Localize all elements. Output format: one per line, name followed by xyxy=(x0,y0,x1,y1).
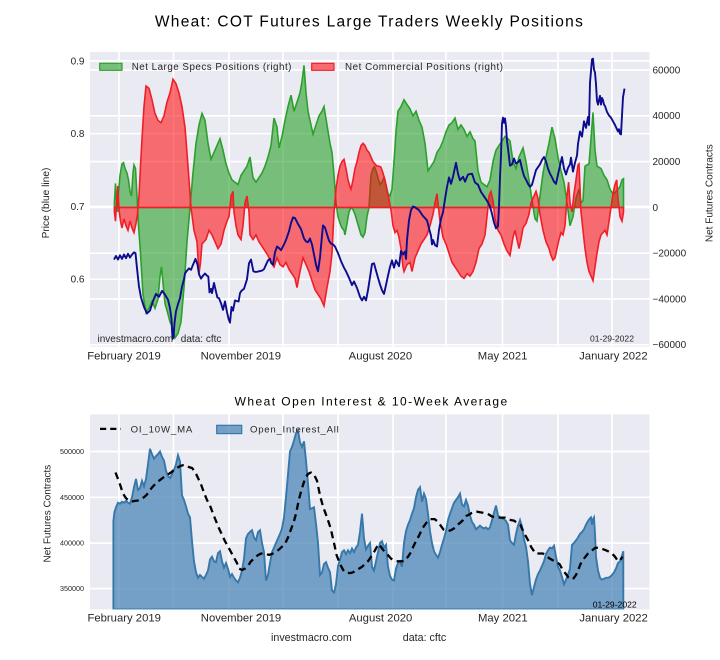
svg-text:November 2019: November 2019 xyxy=(201,612,281,624)
svg-text:OI_10W_MA: OI_10W_MA xyxy=(131,425,194,436)
svg-text:Wheat Open Interest & 10-Week: Wheat Open Interest & 10-Week Average xyxy=(235,394,509,408)
svg-text:January 2022: January 2022 xyxy=(579,612,647,624)
svg-text:data: cftc: data: cftc xyxy=(181,334,222,345)
svg-text:February 2019: February 2019 xyxy=(87,612,160,624)
svg-text:investmacro.com: investmacro.com xyxy=(98,334,174,345)
svg-text:0.9: 0.9 xyxy=(71,56,85,67)
svg-text:450000: 450000 xyxy=(60,493,84,502)
svg-text:May 2021: May 2021 xyxy=(478,351,528,363)
svg-text:350000: 350000 xyxy=(60,584,84,593)
svg-text:November 2019: November 2019 xyxy=(201,351,281,363)
svg-text:−20000: −20000 xyxy=(653,249,687,260)
svg-text:Net Commercial Positions (righ: Net Commercial Positions (right) xyxy=(345,62,504,73)
svg-text:40000: 40000 xyxy=(653,111,681,122)
svg-text:January 2022: January 2022 xyxy=(579,351,647,363)
svg-text:0.6: 0.6 xyxy=(71,275,85,286)
svg-text:Open_Interest_All: Open_Interest_All xyxy=(250,425,340,436)
svg-text:0.7: 0.7 xyxy=(71,202,85,213)
svg-text:Wheat: COT Futures Large Trade: Wheat: COT Futures Large Traders Weekly … xyxy=(155,14,584,31)
svg-text:August 2020: August 2020 xyxy=(349,351,412,363)
svg-text:data: cftc: data: cftc xyxy=(403,632,447,644)
svg-text:Net Futures Contracts: Net Futures Contracts xyxy=(43,465,54,563)
svg-text:60000: 60000 xyxy=(653,65,681,76)
svg-text:Net Large Specs Positions (rig: Net Large Specs Positions (right) xyxy=(132,62,292,73)
svg-text:February 2019: February 2019 xyxy=(87,351,160,363)
svg-text:August 2020: August 2020 xyxy=(349,612,412,624)
svg-text:0: 0 xyxy=(653,203,659,214)
svg-text:500000: 500000 xyxy=(60,447,84,456)
svg-text:−60000: −60000 xyxy=(653,340,687,351)
svg-text:investmacro.com: investmacro.com xyxy=(271,632,352,644)
svg-text:400000: 400000 xyxy=(60,539,84,548)
svg-text:20000: 20000 xyxy=(653,157,681,168)
svg-text:01-29-2022: 01-29-2022 xyxy=(590,334,634,344)
svg-text:0.8: 0.8 xyxy=(71,129,85,140)
svg-text:Net Futures Contracts: Net Futures Contracts xyxy=(705,144,716,242)
svg-text:01-29-2022: 01-29-2022 xyxy=(593,600,637,610)
svg-text:Price (blue line): Price (blue line) xyxy=(41,168,52,239)
svg-text:May 2021: May 2021 xyxy=(478,612,528,624)
svg-text:−40000: −40000 xyxy=(653,294,687,305)
